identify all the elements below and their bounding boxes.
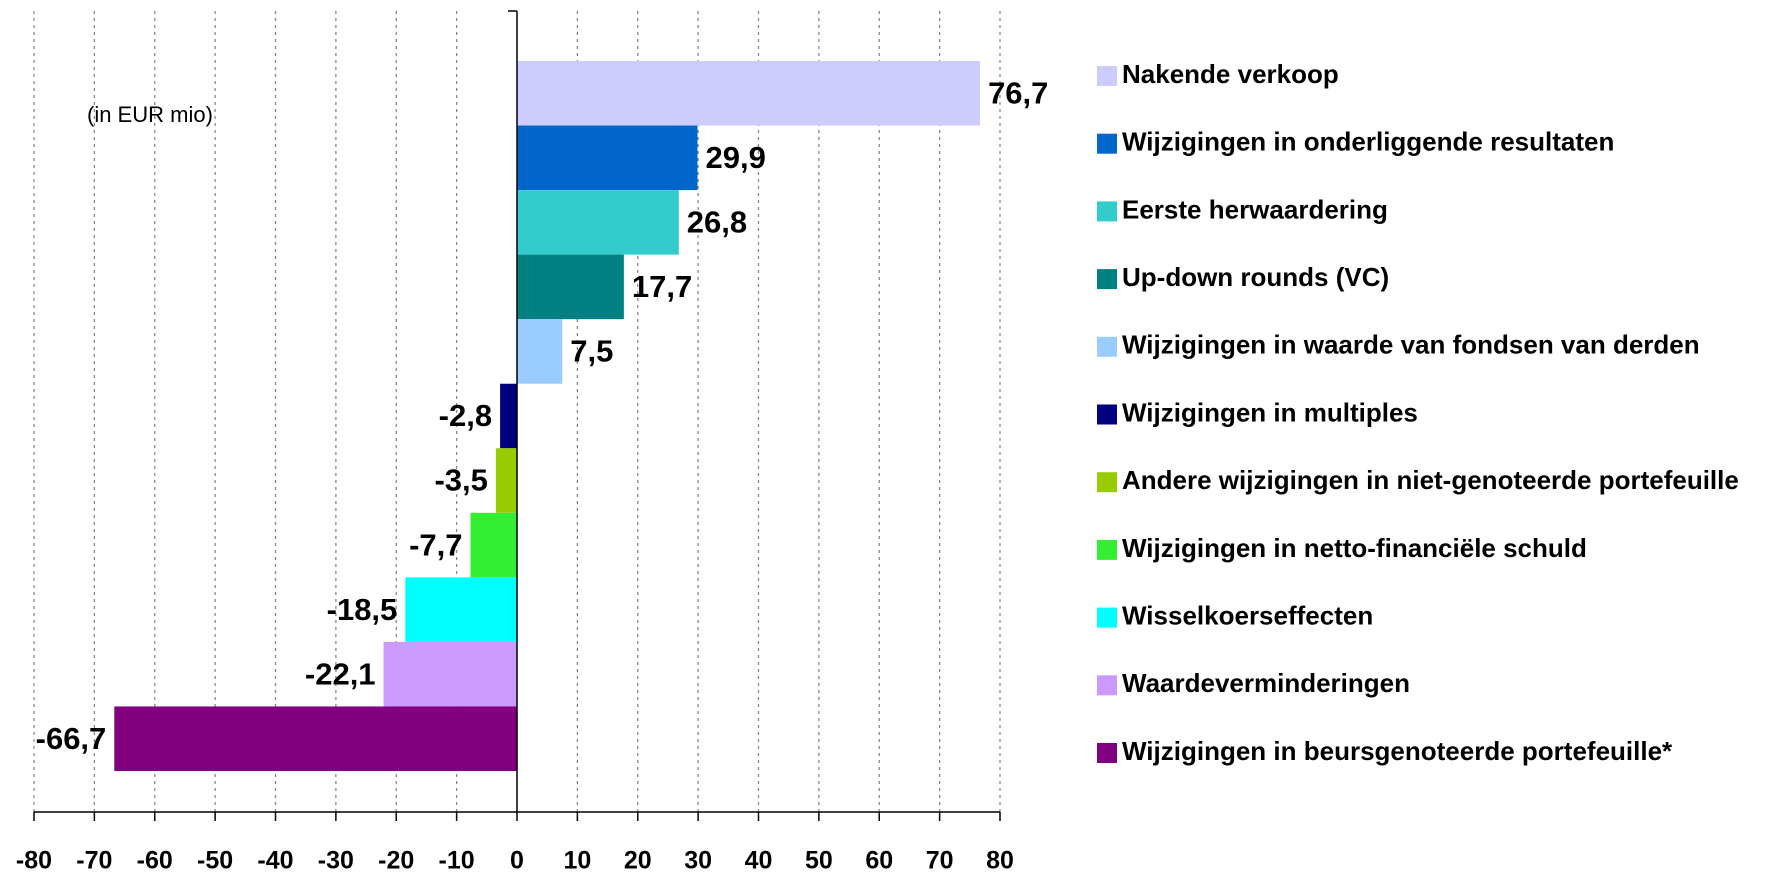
- x-tick-label: 50: [805, 847, 833, 875]
- x-tick-label: -20: [378, 847, 414, 875]
- legend-swatch: [1097, 66, 1117, 86]
- legend-label: Up-down rounds (VC): [1122, 262, 1389, 292]
- x-tick-label: -50: [197, 847, 233, 875]
- data-label: 7,5: [570, 334, 613, 369]
- data-label: 17,7: [632, 269, 692, 304]
- data-label: 26,8: [687, 205, 747, 240]
- x-tick-label: -80: [16, 847, 52, 875]
- legend-swatch: [1097, 743, 1117, 763]
- legend-label: Wijzigingen in netto-financiële schuld: [1122, 533, 1587, 563]
- bar: [470, 512, 517, 578]
- x-tick-label: -60: [137, 847, 173, 875]
- legend-label: Andere wijzigingen in niet-genoteerde po…: [1122, 465, 1739, 495]
- x-tick-label: 20: [624, 847, 652, 875]
- bar: [517, 61, 981, 126]
- legend-label: Wijzigingen in multiples: [1122, 397, 1418, 427]
- data-label: -66,7: [36, 721, 107, 756]
- x-tick-label: -30: [318, 847, 354, 875]
- data-label: -3,5: [434, 463, 487, 498]
- bar: [517, 190, 679, 255]
- legend-label: Wijzigingen in beursgenoteerde portefeui…: [1122, 736, 1673, 766]
- bar: [517, 254, 624, 320]
- legend-swatch: [1097, 133, 1117, 154]
- annotation: (in EUR mio): [87, 102, 213, 127]
- x-tick-label: -70: [76, 847, 112, 875]
- legend-swatch: [1097, 607, 1117, 628]
- legend-swatch: [1097, 404, 1117, 425]
- legend-swatch: [1097, 675, 1117, 696]
- bar: [495, 448, 517, 513]
- data-label: -7,7: [409, 527, 462, 562]
- x-tick-label: 40: [745, 847, 773, 875]
- x-tick-label: 80: [986, 847, 1014, 875]
- legend-swatch: [1097, 336, 1117, 357]
- legend-label: Nakende verkoop: [1122, 59, 1339, 89]
- data-label: 76,7: [988, 75, 1048, 110]
- legend-label: Wisselkoerseffecten: [1122, 600, 1373, 630]
- legend-label: Eerste herwaardering: [1122, 194, 1388, 224]
- bar: [500, 383, 517, 449]
- x-tick-label: 0: [510, 847, 524, 875]
- bar: [517, 319, 563, 384]
- bar: [114, 706, 517, 771]
- x-tick-label: -10: [439, 847, 475, 875]
- legend-swatch: [1097, 539, 1117, 560]
- x-tick-label: 60: [865, 847, 893, 875]
- legend-label: Wijzigingen in onderliggende resultaten: [1122, 127, 1614, 157]
- data-label: -18,5: [327, 592, 398, 627]
- legend-swatch: [1097, 472, 1117, 493]
- data-label: -22,1: [305, 656, 376, 691]
- bar: [405, 577, 517, 642]
- x-tick-label: 70: [926, 847, 954, 875]
- x-tick-label: -40: [257, 847, 293, 875]
- legend-swatch: [1097, 269, 1117, 290]
- data-label: 29,9: [706, 140, 766, 175]
- legend-swatch: [1097, 201, 1117, 222]
- x-tick-label: 10: [563, 847, 591, 875]
- legend-label: Wijzigingen in waarde van fondsen van de…: [1122, 330, 1700, 360]
- bar: [383, 641, 517, 707]
- bar: [517, 125, 698, 191]
- legend-label: Waardeverminderingen: [1122, 668, 1410, 698]
- x-tick-label: 30: [684, 847, 712, 875]
- data-label: -2,8: [439, 398, 492, 433]
